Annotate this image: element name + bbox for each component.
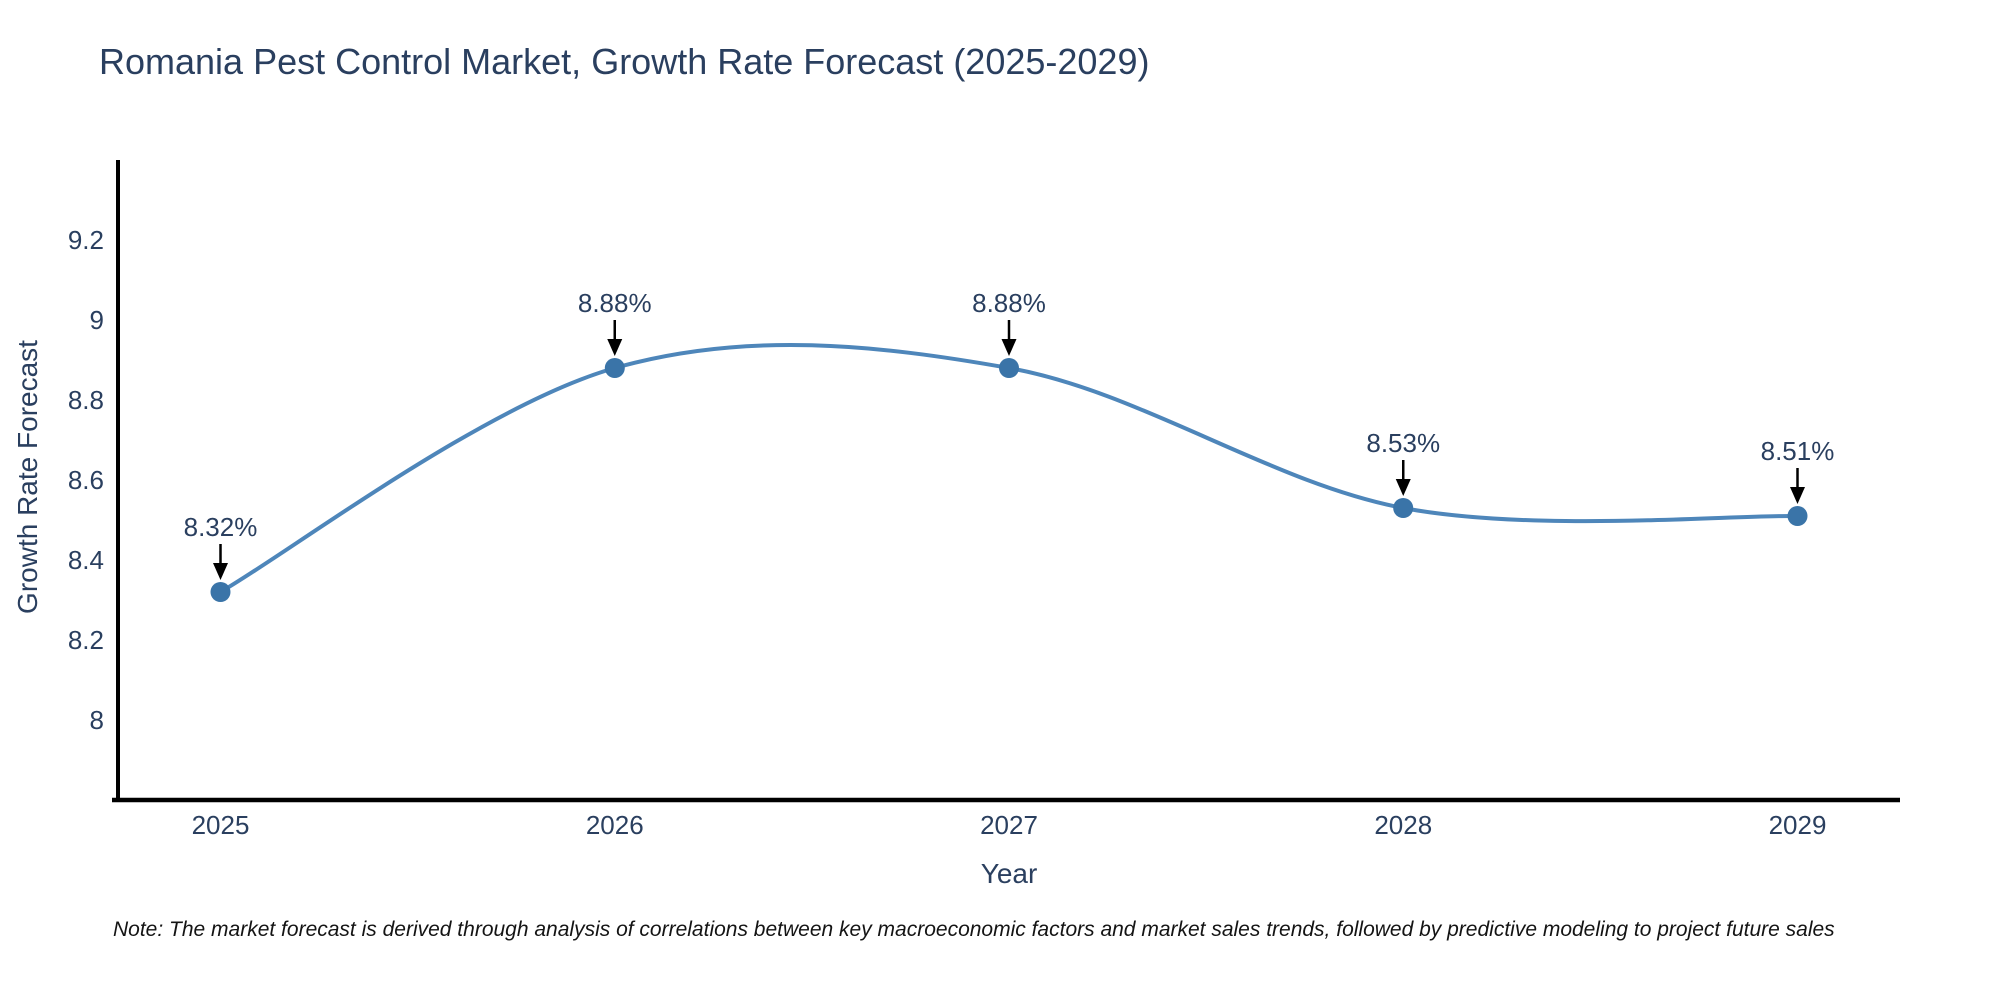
data-label: 8.88% xyxy=(578,288,652,318)
annotation-arrow-head xyxy=(1789,487,1805,504)
data-point-2028 xyxy=(1393,498,1414,518)
data-label: 8.88% xyxy=(972,288,1046,318)
x-tick-label: 2026 xyxy=(586,810,644,840)
data-label: 8.32% xyxy=(184,512,258,542)
x-tick-label: 2027 xyxy=(980,810,1038,840)
y-tick-label: 9.2 xyxy=(68,225,104,255)
y-tick-label: 8 xyxy=(90,705,104,735)
data-point-2025 xyxy=(210,582,231,602)
x-tick-label: 2029 xyxy=(1769,810,1827,840)
annotation-arrow-head xyxy=(1001,339,1017,356)
data-point-2029 xyxy=(1787,506,1808,526)
y-tick-label: 9 xyxy=(90,305,104,335)
x-axis-title: Year xyxy=(980,858,1038,889)
data-point-2026 xyxy=(604,358,625,378)
chart-title: Romania Pest Control Market, Growth Rate… xyxy=(99,41,1150,82)
y-tick-label: 8.6 xyxy=(68,465,104,495)
annotation-arrow-head xyxy=(1395,479,1411,496)
data-label: 8.53% xyxy=(1366,428,1440,458)
footnote: Note: The market forecast is derived thr… xyxy=(113,918,1835,941)
annotation-arrow-head xyxy=(213,563,229,580)
y-tick-label: 8.4 xyxy=(68,545,104,575)
forecast-line xyxy=(218,343,1800,594)
y-tick-label: 8.2 xyxy=(68,625,104,655)
x-tick-label: 2028 xyxy=(1374,810,1432,840)
data-point-2027 xyxy=(999,358,1019,378)
x-tick-label: 2025 xyxy=(192,810,250,840)
annotation-arrow-head xyxy=(607,339,623,356)
data-label: 8.51% xyxy=(1761,436,1835,466)
y-tick-label: 8.8 xyxy=(68,385,104,415)
